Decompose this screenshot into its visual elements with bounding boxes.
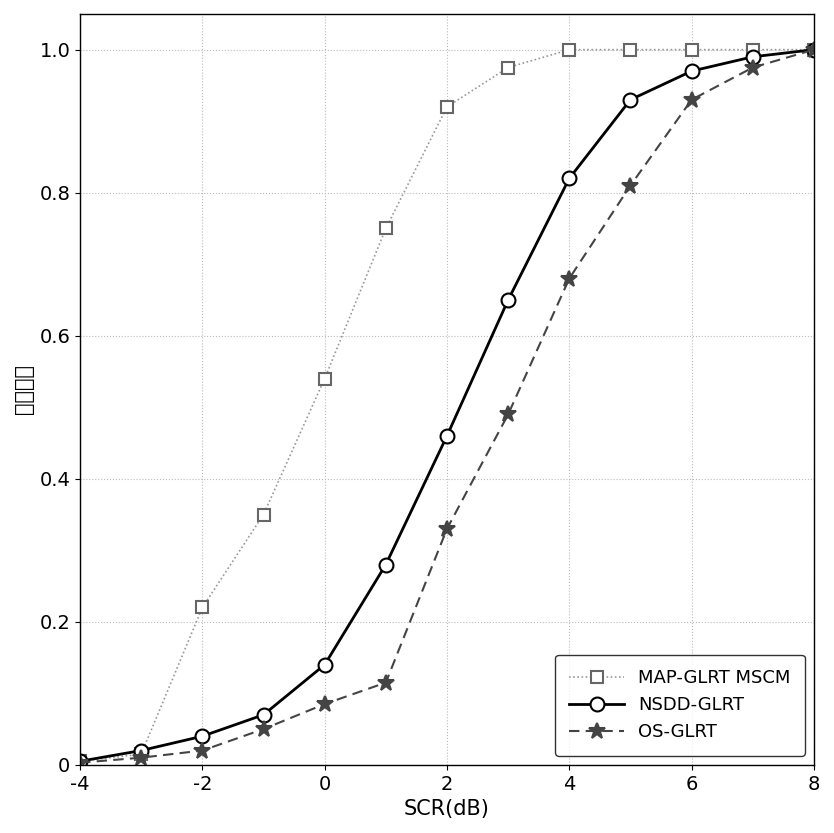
Line: OS-GLRT: OS-GLRT [72, 42, 822, 771]
MAP-GLRT MSCM [442, 102, 452, 112]
NSDD-GLRT [319, 660, 329, 670]
MAP-GLRT MSCM [381, 223, 391, 233]
NSDD-GLRT [381, 560, 391, 570]
OS-GLRT [503, 409, 513, 419]
OS-GLRT [809, 45, 819, 55]
NSDD-GLRT [75, 756, 85, 766]
MAP-GLRT MSCM [319, 374, 329, 384]
MAP-GLRT MSCM [198, 602, 208, 612]
OS-GLRT [626, 181, 636, 191]
OS-GLRT [748, 62, 758, 72]
OS-GLRT [565, 273, 575, 283]
NSDD-GLRT [259, 710, 269, 720]
NSDD-GLRT [198, 731, 208, 741]
OS-GLRT [381, 677, 391, 687]
NSDD-GLRT [809, 45, 819, 55]
OS-GLRT [75, 758, 85, 768]
NSDD-GLRT [136, 746, 146, 756]
MAP-GLRT MSCM [259, 510, 269, 520]
MAP-GLRT MSCM [686, 45, 696, 55]
MAP-GLRT MSCM [748, 45, 758, 55]
NSDD-GLRT [442, 431, 452, 441]
OS-GLRT [198, 746, 208, 756]
NSDD-GLRT [565, 173, 575, 183]
Line: MAP-GLRT MSCM: MAP-GLRT MSCM [74, 44, 820, 767]
OS-GLRT [319, 699, 329, 709]
NSDD-GLRT [503, 295, 513, 305]
NSDD-GLRT [686, 66, 696, 76]
NSDD-GLRT [626, 95, 636, 105]
OS-GLRT [686, 95, 696, 105]
OS-GLRT [136, 753, 146, 763]
OS-GLRT [442, 524, 452, 534]
Line: NSDD-GLRT: NSDD-GLRT [73, 42, 821, 768]
MAP-GLRT MSCM [565, 45, 575, 55]
NSDD-GLRT [748, 52, 758, 62]
X-axis label: SCR(dB): SCR(dB) [404, 799, 490, 819]
Y-axis label: 检测概率: 检测概率 [14, 364, 34, 414]
MAP-GLRT MSCM [626, 45, 636, 55]
MAP-GLRT MSCM [809, 45, 819, 55]
OS-GLRT [259, 724, 269, 734]
Legend: MAP-GLRT MSCM, NSDD-GLRT, OS-GLRT: MAP-GLRT MSCM, NSDD-GLRT, OS-GLRT [555, 655, 805, 756]
MAP-GLRT MSCM [75, 756, 85, 766]
MAP-GLRT MSCM [136, 749, 146, 759]
MAP-GLRT MSCM [503, 62, 513, 72]
